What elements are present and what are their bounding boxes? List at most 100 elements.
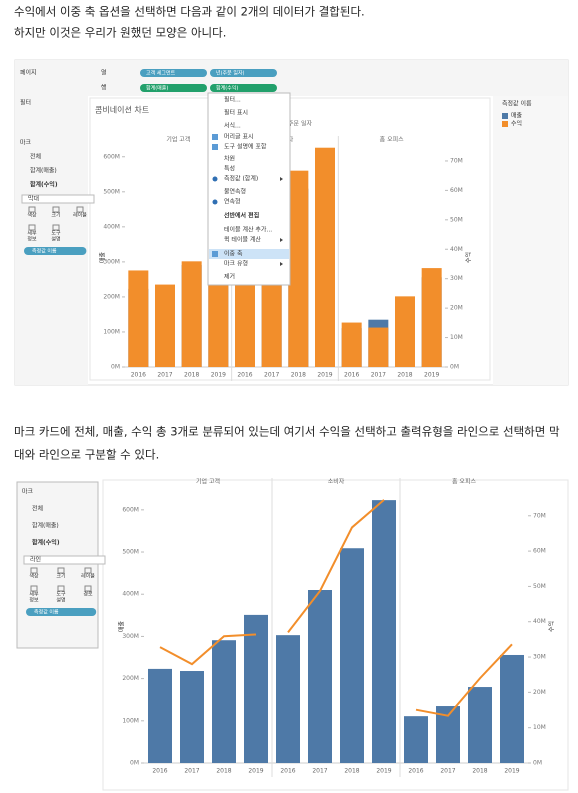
pill-label: 합계(수익) (216, 85, 238, 92)
mark-row: 합계(매출) (30, 167, 57, 175)
card-label: 세부 (29, 591, 39, 598)
legend-title: 측정값 이름 (502, 100, 532, 108)
card-icon (57, 567, 65, 574)
menu-item: 퀵 테이블 계산 (224, 236, 261, 244)
legend-label: 수익 (511, 120, 522, 128)
menu-item: 측정값 (합계) (224, 175, 258, 183)
menu-item: 연속형 (224, 198, 241, 206)
shelf-label: 행 (101, 84, 107, 92)
card-label: 세부 (27, 230, 37, 237)
card-icon (28, 206, 36, 213)
card-icon (28, 224, 36, 231)
mark-row: 전체 (32, 505, 43, 513)
y-tick-label: 500M (122, 549, 139, 556)
bar (315, 147, 335, 367)
y-tick-label: 300M (122, 633, 139, 640)
axis-title: 수익 (465, 252, 473, 263)
bar (395, 296, 415, 367)
shelf-label: 페이지 (20, 69, 37, 77)
card-label: 설명 (51, 236, 60, 243)
panel-header: 기업 고객 (196, 478, 220, 486)
legend-label: 매출 (511, 112, 523, 120)
y-tick-label: 400M (103, 223, 120, 230)
card-icon (76, 206, 84, 213)
bar (276, 635, 300, 763)
menu-item: 필터 표시 (224, 109, 248, 117)
menu-radio (212, 199, 218, 205)
panel-header: 소비자 (328, 478, 345, 486)
y-tick-label: 100M (103, 328, 120, 335)
card-label: 도구 (51, 231, 61, 237)
menu-check (212, 134, 218, 140)
bar (421, 268, 442, 367)
x-tick-label: 2018 (344, 768, 359, 775)
paragraph-line: 마크 카드에 전체, 매출, 수익 총 3개로 분류되어 있는데 여기서 수익을… (14, 425, 560, 439)
panel-label: 마크 (22, 488, 34, 496)
y2-tick-label: 40M (450, 246, 463, 253)
panel-header: 홈 오피스 (380, 136, 404, 144)
view (102, 479, 569, 791)
legend-swatch (502, 121, 508, 127)
y2-tick-label: 50M (533, 583, 546, 590)
y-tick-label: 100M (122, 717, 139, 724)
card-icon (84, 567, 92, 574)
x-tick-label: 2016 (408, 768, 423, 775)
y2-tick-label: 40M (533, 618, 546, 625)
x-tick-label: 2017 (264, 372, 279, 379)
y2-tick-label: 60M (450, 187, 463, 194)
bar (148, 668, 172, 763)
menu-item: 서식... (224, 122, 241, 130)
bar (155, 284, 175, 367)
y-tick-label: 0M (111, 364, 120, 371)
y2-tick-label: 0M (450, 364, 459, 371)
menu-item: 마크 유형 (224, 260, 248, 268)
y2-tick-label: 30M (533, 654, 546, 661)
x-tick-label: 2018 (472, 768, 487, 775)
y-tick-label: 200M (103, 293, 120, 300)
y-tick-label: 400M (122, 591, 139, 598)
panel-header: 홈 오피스 (452, 478, 476, 486)
bar (500, 654, 524, 763)
pill (210, 84, 277, 92)
side-panel (15, 96, 88, 385)
menu-item: 테이블 계산 추가... (224, 226, 272, 234)
mark-row: 합계(수익) (32, 539, 60, 547)
y2-tick-label: 0M (533, 760, 542, 767)
card-label: 도구 (56, 592, 66, 598)
x-tick-label: 2019 (248, 768, 263, 775)
axis-title: 수익 (548, 621, 556, 632)
bar (212, 640, 236, 763)
x-tick-label: 2016 (344, 372, 359, 379)
card-label: 레이블 (81, 573, 95, 580)
card-label: 정보 (29, 597, 39, 604)
legend-swatch (502, 113, 508, 119)
bar (128, 270, 149, 367)
chart-title: 콤비네이션 차트 (95, 105, 149, 115)
y-tick-label: 300M (103, 258, 120, 265)
card-label: 레이블 (73, 212, 87, 219)
mark-type: 라인 (30, 556, 41, 564)
mark-row: 전체 (30, 153, 41, 161)
pill (24, 247, 87, 255)
x-tick-label: 2018 (291, 372, 306, 379)
menu-item: 머리글 표시 (224, 133, 254, 141)
y2-tick-label: 10M (450, 334, 463, 341)
x-tick-label: 2017 (371, 372, 386, 379)
submenu-arrow (280, 262, 283, 266)
y2-tick-label: 60M (533, 548, 546, 555)
menu-check (212, 251, 218, 257)
bar (340, 548, 364, 763)
legend-panel (493, 96, 568, 385)
menu-item: 제거 (224, 273, 235, 281)
y2-tick-label: 70M (450, 157, 463, 164)
menu-item: 불연속형 (224, 188, 246, 196)
y2-tick-label: 50M (450, 216, 463, 223)
card-icon (52, 224, 60, 231)
pill-label: 년(주문 일자) (216, 70, 245, 77)
x-tick-label: 2019 (376, 768, 391, 775)
panel-label: 마크 (20, 139, 32, 147)
card-label: 설명 (56, 597, 65, 604)
bar (308, 590, 332, 763)
